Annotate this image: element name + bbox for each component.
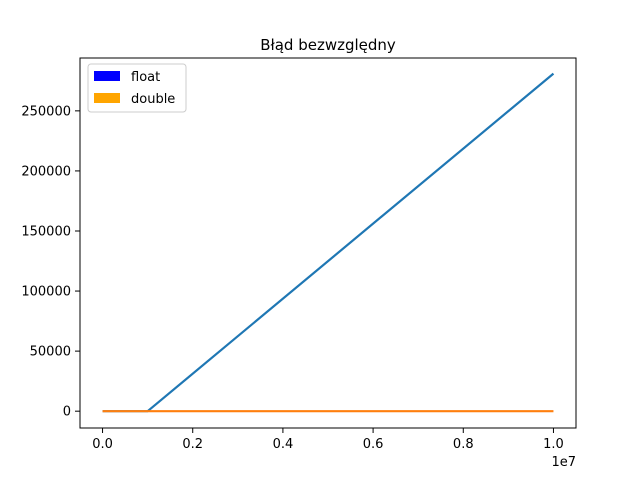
legend-label-float: float (131, 70, 160, 85)
x-tick-label: 0.6 (363, 437, 384, 452)
y-tick-label: 200000 (21, 164, 71, 179)
y-tick-label: 250000 (21, 104, 71, 119)
series-layer (102, 72, 555, 413)
x-tick-label: 0.8 (453, 437, 474, 452)
y-tick-label: 50000 (30, 345, 71, 360)
x-tick-label: 1.0 (543, 437, 564, 452)
y-tick-label: 100000 (21, 285, 71, 300)
x-tick-label: 0.0 (92, 437, 113, 452)
chart-title: Błąd bezwzględny (260, 36, 396, 54)
legend-swatch-float (94, 71, 120, 81)
axes-frame (79, 57, 577, 429)
x-tick-label: 0.2 (182, 437, 203, 452)
axes-layer: 0.0 0.2 0.4 0.6 0.8 1.0 1e7 0 50000 100000 150000 2… (21, 57, 577, 470)
legend-label-double: double (131, 92, 175, 107)
y-tick-label: 150000 (21, 224, 71, 239)
x-offset-label: 1e7 (551, 455, 576, 470)
legend: float double (87, 63, 187, 113)
legend-swatch-double (94, 93, 120, 103)
y-tick-label: 0 (63, 405, 71, 420)
x-tick-label: 0.4 (273, 437, 294, 452)
